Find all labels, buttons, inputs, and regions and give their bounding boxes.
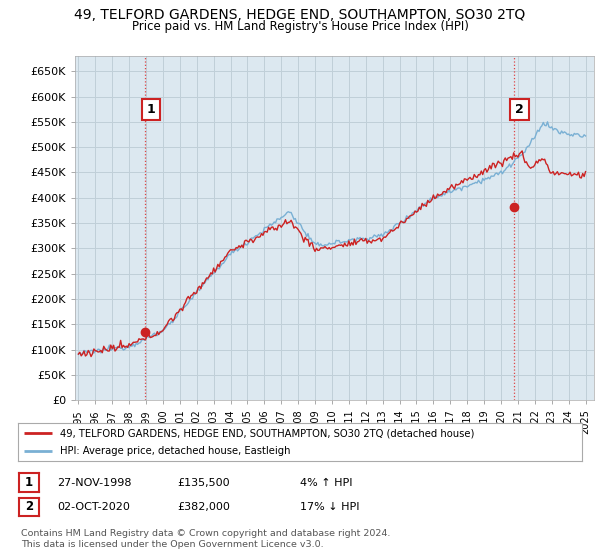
Text: 17% ↓ HPI: 17% ↓ HPI [300, 502, 359, 512]
Text: Price paid vs. HM Land Registry's House Price Index (HPI): Price paid vs. HM Land Registry's House … [131, 20, 469, 32]
Text: 1: 1 [146, 103, 155, 116]
FancyBboxPatch shape [142, 99, 160, 120]
FancyBboxPatch shape [510, 99, 529, 120]
Text: 27-NOV-1998: 27-NOV-1998 [57, 478, 131, 488]
Text: Contains HM Land Registry data © Crown copyright and database right 2024.
This d: Contains HM Land Registry data © Crown c… [21, 529, 391, 549]
Text: 2: 2 [25, 500, 33, 514]
Text: 2: 2 [515, 103, 524, 116]
Text: 49, TELFORD GARDENS, HEDGE END, SOUTHAMPTON, SO30 2TQ: 49, TELFORD GARDENS, HEDGE END, SOUTHAMP… [74, 8, 526, 22]
Text: 1: 1 [25, 476, 33, 489]
Text: £382,000: £382,000 [177, 502, 230, 512]
Text: £135,500: £135,500 [177, 478, 230, 488]
Text: 02-OCT-2020: 02-OCT-2020 [57, 502, 130, 512]
Text: HPI: Average price, detached house, Eastleigh: HPI: Average price, detached house, East… [60, 446, 291, 456]
Text: 4% ↑ HPI: 4% ↑ HPI [300, 478, 353, 488]
Text: 49, TELFORD GARDENS, HEDGE END, SOUTHAMPTON, SO30 2TQ (detached house): 49, TELFORD GARDENS, HEDGE END, SOUTHAMP… [60, 428, 475, 438]
